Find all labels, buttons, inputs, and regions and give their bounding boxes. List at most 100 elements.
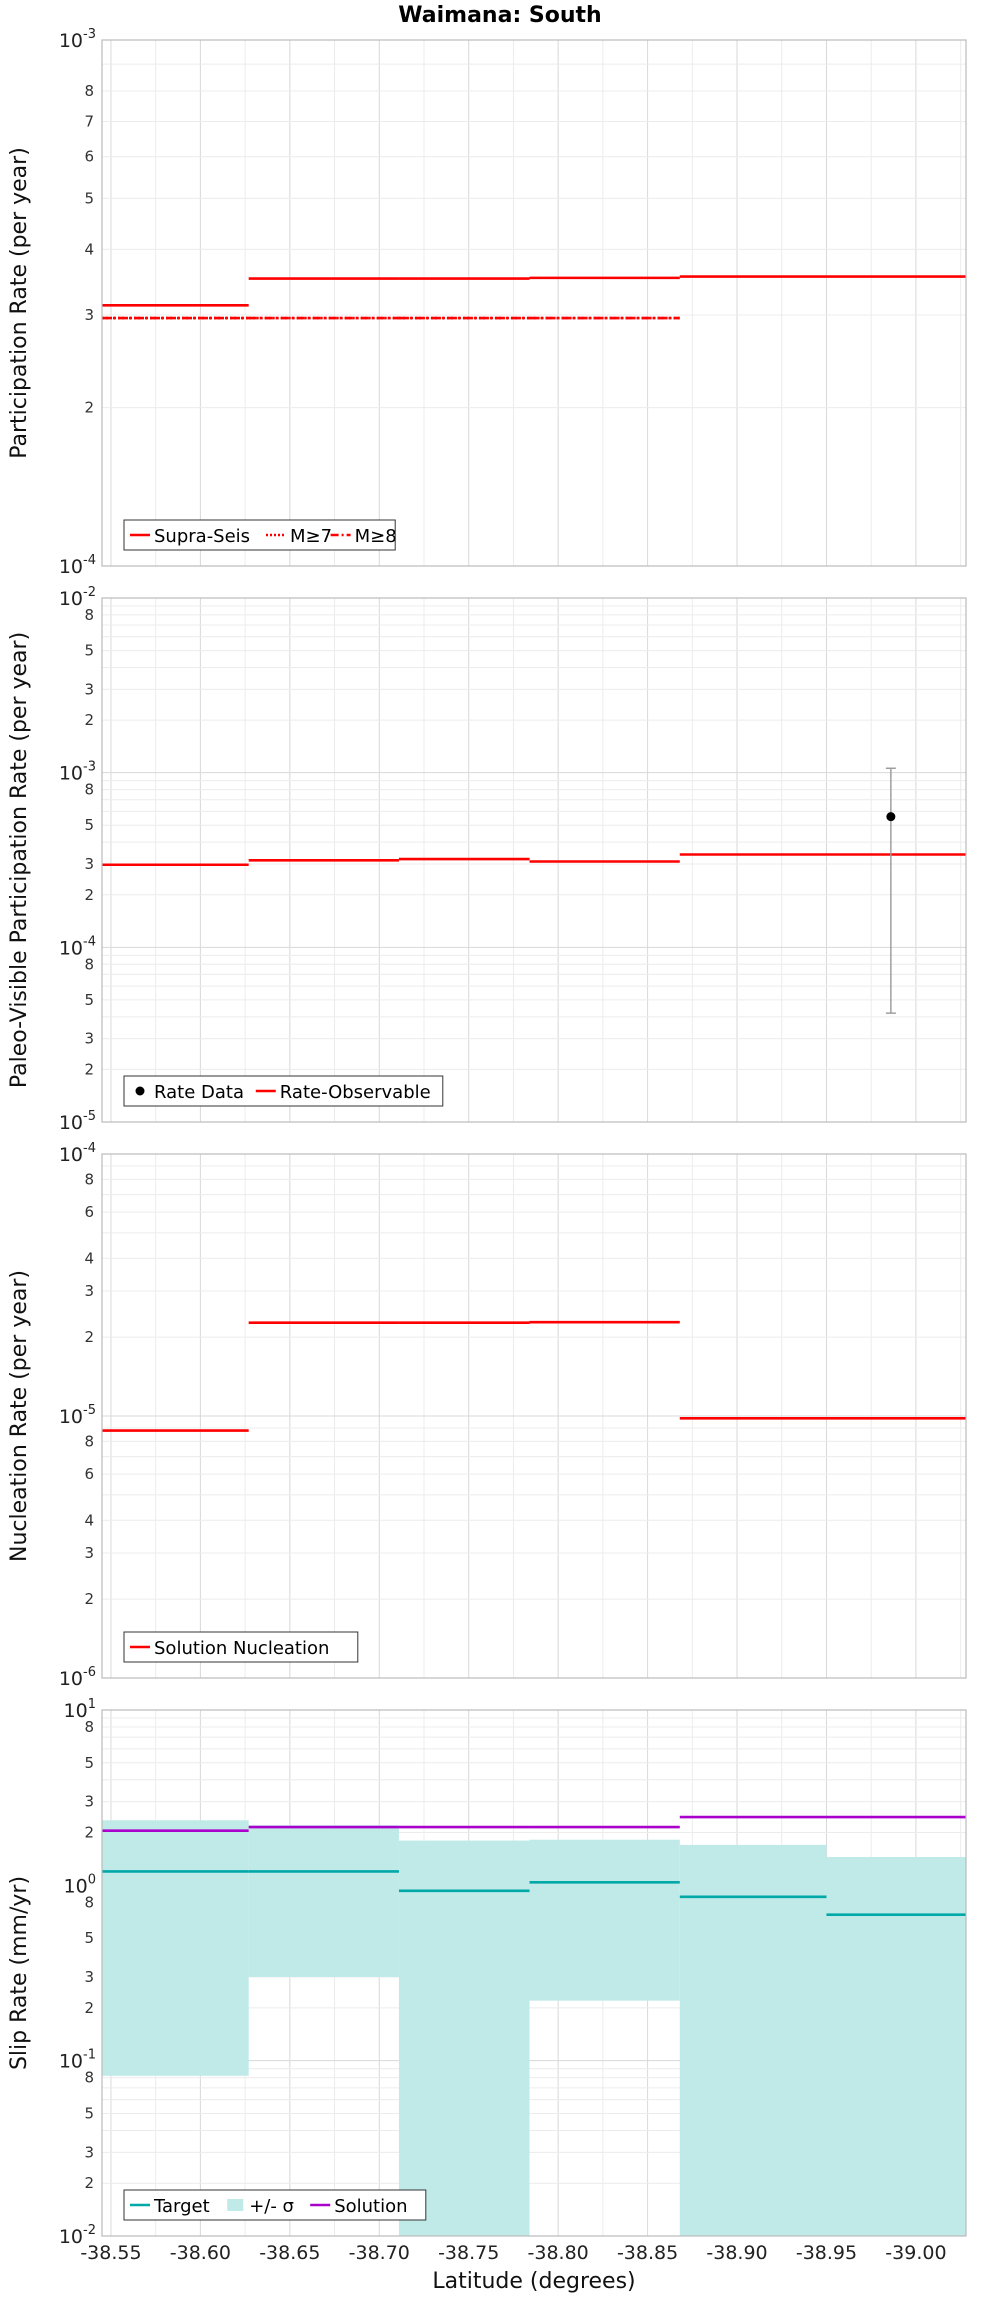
y-tick-label: 100 xyxy=(64,1872,96,1897)
y-minor-tick-label: 5 xyxy=(84,1754,94,1772)
panel-1: 10-4 10-3 2 3 4 5 6 7 8 Participation Rate (per y… xyxy=(7,27,967,578)
sigma-band xyxy=(398,1840,530,2236)
y-minor-tick-label: 8 xyxy=(84,1718,94,1736)
x-tick-label: -38.65 xyxy=(259,2242,320,2264)
y-minor-tick-label: 3 xyxy=(84,1793,94,1811)
plot-frame xyxy=(101,1153,967,1679)
plot-area xyxy=(102,40,966,566)
y-minor-tick-label: 2 xyxy=(84,711,94,729)
x-tick-label: -38.70 xyxy=(349,2242,410,2264)
y-tick-label: 10-5 xyxy=(59,1403,96,1428)
y-axis-label: Nucleation Rate (per year) xyxy=(7,1270,32,1562)
sigma-band xyxy=(826,1857,966,2236)
legend-entry: Solution Nucleation xyxy=(154,1638,329,1659)
y-minor-tick-label: 3 xyxy=(84,680,94,698)
y-minor-tick-label: 4 xyxy=(84,1249,94,1267)
y-minor-tick-label: 2 xyxy=(84,886,94,904)
plot-frame xyxy=(101,1709,967,2237)
chart-panels: 10-4 10-3 2 3 4 5 6 7 8 Participation Rate (per y… xyxy=(7,27,967,2294)
legend: Supra-Seis M≥7 M≥8 xyxy=(123,519,397,551)
legend-box xyxy=(123,2189,427,2221)
x-axis-label: Latitude (degrees) xyxy=(432,2269,635,2294)
legend-entry: Rate-Observable xyxy=(280,1082,431,1103)
x-tick-label: -38.80 xyxy=(528,2242,589,2264)
sigma-band xyxy=(529,1839,680,2001)
sigma-band xyxy=(102,1820,249,2076)
legend-entry: M≥7 xyxy=(290,526,332,547)
y-axis-label: Participation Rate (per year) xyxy=(7,147,32,459)
y-minor-tick-label: 8 xyxy=(84,606,94,624)
y-minor-tick-label: 8 xyxy=(84,82,94,100)
y-minor-tick-label: 5 xyxy=(84,1929,94,1947)
y-minor-tick-label: 3 xyxy=(84,1030,94,1048)
y-minor-tick-label: 3 xyxy=(84,1968,94,1986)
x-tick-label: -39.00 xyxy=(885,2242,946,2264)
y-minor-tick-label: 2 xyxy=(84,1328,94,1346)
y-minor-tick-label: 8 xyxy=(84,1432,94,1450)
y-minor-tick-label: 5 xyxy=(84,991,94,1009)
y-minor-tick-label: 8 xyxy=(84,1893,94,1911)
y-minor-tick-label: 2 xyxy=(84,1060,94,1078)
y-minor-tick-label: 8 xyxy=(84,2069,94,2087)
legend-entry: Target xyxy=(153,2196,210,2217)
x-tick-label: -38.85 xyxy=(617,2242,678,2264)
x-tick-label: -38.60 xyxy=(170,2242,231,2264)
y-minor-tick-label: 5 xyxy=(84,2104,94,2122)
y-minor-tick-label: 8 xyxy=(84,1170,94,1188)
y-minor-tick-label: 2 xyxy=(84,1590,94,1608)
y-minor-tick-label: 6 xyxy=(84,1465,94,1483)
panel-2: 10-510-410-310-2235823582358Paleo-Visibl… xyxy=(7,585,967,1134)
legend-entry: Supra-Seis xyxy=(154,526,250,547)
panel-3: 10-6 10-5 10-4 2 3 4 6 8 2 3 4 6 8 Nucleation Rate (p… xyxy=(7,1141,967,1690)
legend-box xyxy=(123,1075,444,1107)
y-minor-tick-label: 2 xyxy=(84,1824,94,1842)
y-tick-label: 10-4 xyxy=(59,553,96,578)
y-minor-tick-label: 3 xyxy=(84,306,94,324)
y-tick-label: 10-4 xyxy=(59,1141,96,1166)
y-axis-label: Slip Rate (mm/yr) xyxy=(7,1876,32,2070)
legend-entry: M≥8 xyxy=(355,526,397,547)
legend: Rate Data Rate-Observable xyxy=(123,1075,444,1107)
y-minor-tick-label: 8 xyxy=(84,955,94,973)
y-tick-label: 10-6 xyxy=(59,1665,96,1690)
plot-area xyxy=(102,598,966,1122)
y-tick-label: 10-5 xyxy=(59,1109,96,1134)
sigma-band xyxy=(248,1825,399,1978)
legend: Solution Nucleation xyxy=(123,1631,359,1663)
y-minor-tick-label: 3 xyxy=(84,1544,94,1562)
data-point xyxy=(886,812,896,822)
y-minor-tick-label: 6 xyxy=(84,1203,94,1221)
x-tick-label: -38.75 xyxy=(438,2242,499,2264)
x-tick-label: -38.90 xyxy=(706,2242,767,2264)
sigma-band xyxy=(679,1844,827,2236)
legend-box xyxy=(123,1631,359,1663)
x-tick-label: -38.95 xyxy=(796,2242,857,2264)
legend-marker xyxy=(227,2199,244,2211)
y-minor-tick-label: 4 xyxy=(84,240,94,258)
y-minor-tick-label: 3 xyxy=(84,1282,94,1300)
x-tick-label: -38.55 xyxy=(80,2242,141,2264)
y-minor-tick-label: 3 xyxy=(84,855,94,873)
legend-entry: Solution xyxy=(334,2196,407,2217)
legend-marker xyxy=(135,1086,145,1096)
legend-entry: Rate Data xyxy=(154,1082,244,1103)
chart-title: Waimana: South xyxy=(398,3,601,28)
y-axis-label: Paleo-Visible Participation Rate (per ye… xyxy=(7,632,32,1088)
y-minor-tick-label: 5 xyxy=(84,642,94,660)
y-minor-tick-label: 5 xyxy=(84,816,94,834)
legend-entry: +/- σ xyxy=(249,2196,294,2217)
y-minor-tick-label: 6 xyxy=(84,148,94,166)
y-minor-tick-label: 8 xyxy=(84,781,94,799)
y-tick-label: 10-3 xyxy=(59,27,96,52)
y-minor-tick-label: 2 xyxy=(84,2174,94,2192)
y-minor-tick-label: 4 xyxy=(84,1511,94,1529)
y-minor-tick-label: 3 xyxy=(84,2143,94,2161)
y-minor-tick-label: 7 xyxy=(84,112,94,130)
y-minor-tick-label: 2 xyxy=(84,1999,94,2017)
plot-frame xyxy=(101,39,967,567)
y-tick-label: 10-3 xyxy=(59,760,96,785)
plot-frame xyxy=(101,597,967,1123)
y-minor-tick-label: 5 xyxy=(84,189,94,207)
